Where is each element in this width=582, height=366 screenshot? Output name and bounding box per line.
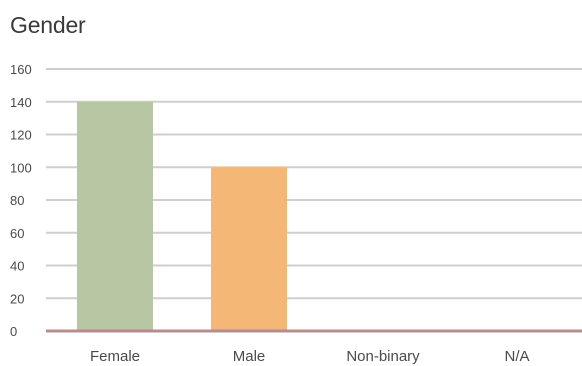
y-tick-label: 160 — [10, 62, 32, 77]
y-tick-label: 40 — [10, 259, 24, 274]
y-tick-label: 60 — [10, 226, 24, 241]
y-tick-label: 20 — [10, 291, 24, 306]
y-tick-label: 80 — [10, 193, 24, 208]
x-tick-label: Female — [90, 348, 140, 365]
y-tick-label: 0 — [10, 324, 17, 339]
y-tick-label: 100 — [10, 160, 32, 175]
bar-male — [211, 167, 287, 331]
y-tick-label: 120 — [10, 128, 32, 143]
x-tick-label: N/A — [504, 348, 529, 365]
x-tick-label: Male — [233, 348, 266, 365]
y-tick-label: 140 — [10, 95, 32, 110]
x-tick-label: Non-binary — [346, 348, 420, 365]
chart-title: Gender — [10, 12, 86, 38]
bar-female — [77, 101, 153, 331]
